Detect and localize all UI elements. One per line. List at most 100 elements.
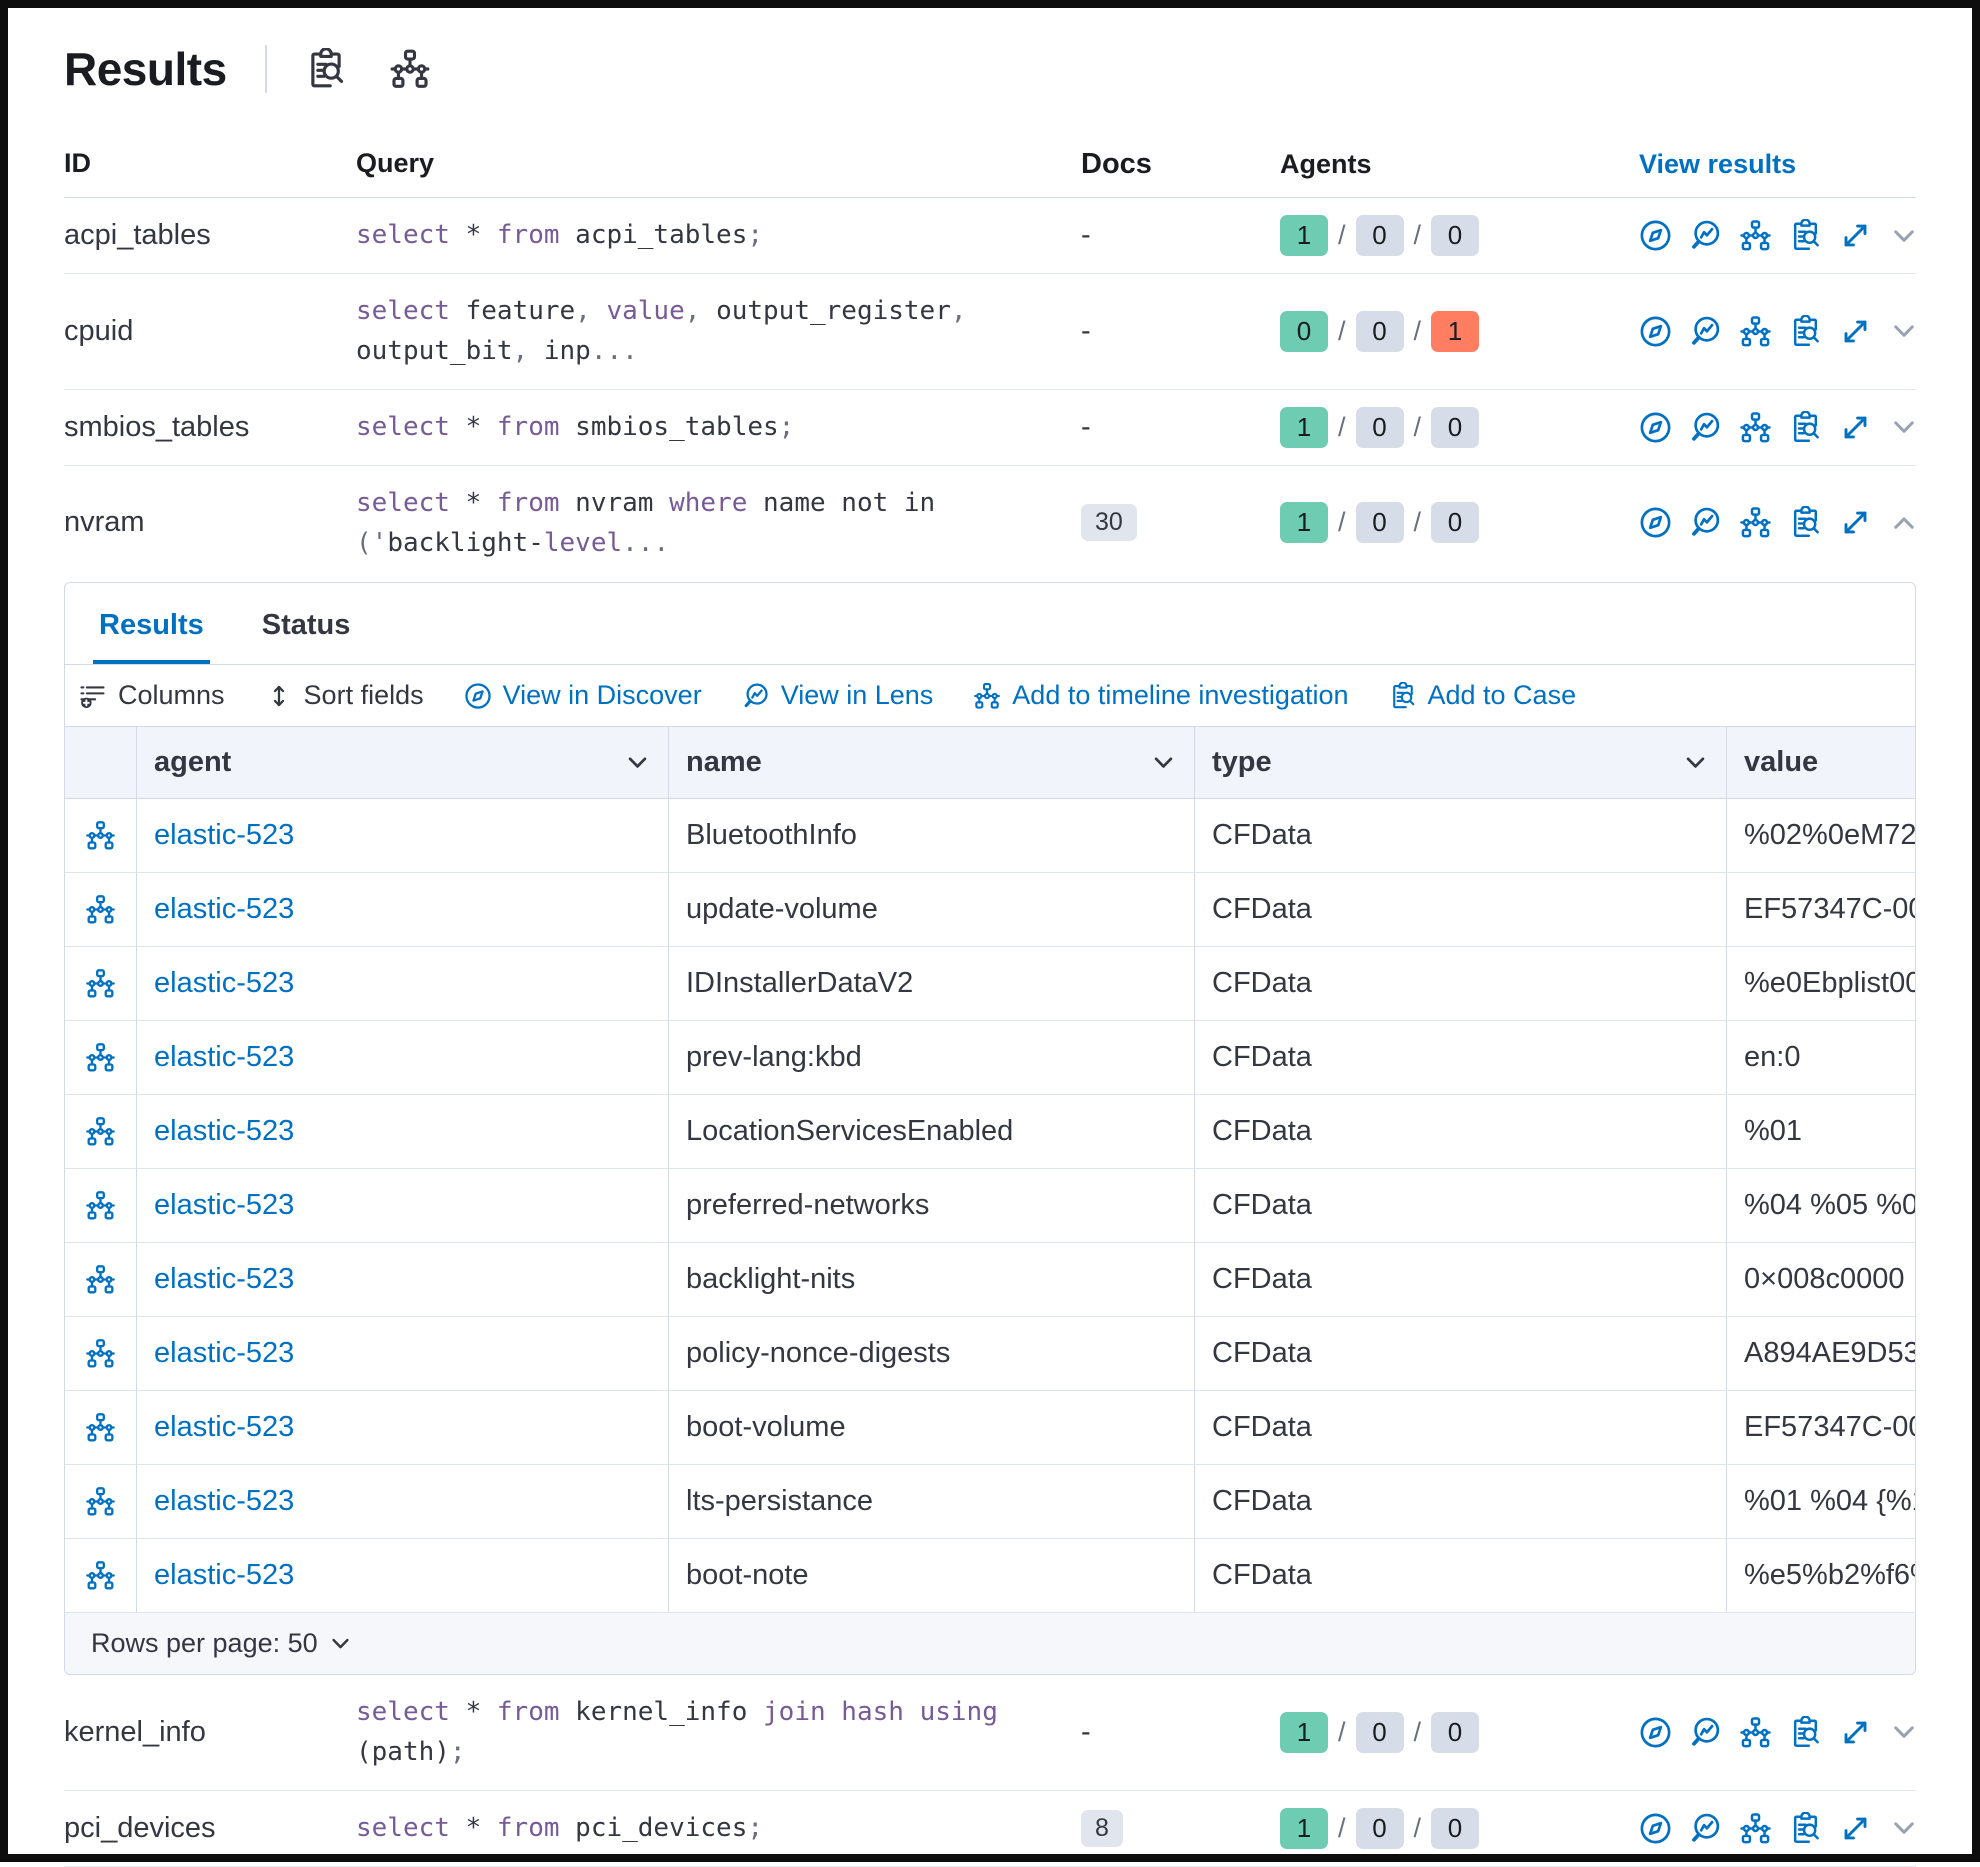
grid-column-header-agent[interactable]: agent [137, 727, 669, 799]
cell-value: %e5%b2%f6% [1744, 1559, 1915, 1592]
add-to-case-button[interactable] [1789, 506, 1822, 539]
agents-success-badge: 1 [1280, 502, 1328, 544]
agents-pending-badge: 0 [1355, 310, 1404, 352]
row-chevron-down-icon[interactable] [1889, 316, 1919, 346]
agent-link[interactable]: elastic-523 [154, 1485, 295, 1518]
expand-results-button[interactable] [1839, 315, 1872, 348]
row-details-tree-icon[interactable] [85, 1116, 116, 1147]
agent-link[interactable]: elastic-523 [154, 967, 295, 1000]
sort-fields-button[interactable]: Sort fields [265, 680, 424, 711]
add-to-timeline-button[interactable] [1739, 1812, 1772, 1845]
agent-link[interactable]: elastic-523 [154, 819, 295, 852]
agent-link[interactable]: elastic-523 [154, 1337, 295, 1370]
cell-name: LocationServicesEnabled [669, 1095, 1195, 1169]
grid-column-header-name[interactable]: name [669, 727, 1195, 799]
agent-link[interactable]: elastic-523 [154, 893, 295, 926]
expand-results-button[interactable] [1839, 219, 1872, 252]
add-to-timeline-button[interactable] [1739, 219, 1772, 252]
row-details-tree-icon[interactable] [85, 1190, 116, 1221]
view-in-lens-link[interactable]: View in Lens [742, 680, 933, 711]
view-in-lens-button[interactable] [1689, 1716, 1722, 1749]
agent-link[interactable]: elastic-523 [154, 1411, 295, 1444]
cell-type: CFData [1195, 873, 1727, 947]
add-to-timeline-button[interactable] [1739, 315, 1772, 348]
cell-value: en:0 [1744, 1041, 1801, 1074]
view-in-lens-button[interactable] [1689, 315, 1722, 348]
row-chevron-down-icon[interactable] [1889, 221, 1919, 251]
view-in-discover-button[interactable] [1639, 411, 1672, 444]
row-chevron-down-icon[interactable] [1889, 1813, 1919, 1843]
view-in-lens-button[interactable] [1689, 219, 1722, 252]
agent-link[interactable]: elastic-523 [154, 1559, 295, 1592]
timeline-icon[interactable] [389, 48, 431, 90]
grid-column-header-value[interactable]: value [1744, 746, 1819, 779]
agent-link[interactable]: elastic-523 [154, 1263, 295, 1296]
page-title: Results [64, 43, 227, 95]
add-to-case-button[interactable] [1789, 1812, 1822, 1845]
row-chevron-up-icon[interactable] [1889, 508, 1919, 538]
view-in-discover-button[interactable] [1639, 315, 1672, 348]
view-in-discover-link[interactable]: View in Discover [464, 680, 702, 711]
rows-per-page-button[interactable]: Rows per page: 50 [91, 1628, 353, 1659]
cell-value: %02%0eM720 [1744, 819, 1915, 852]
add-to-case-button[interactable] [1789, 315, 1822, 348]
inspect-queries-icon[interactable] [305, 48, 347, 90]
expand-results-button[interactable] [1839, 1716, 1872, 1749]
view-in-discover-button[interactable] [1639, 506, 1672, 539]
add-to-timeline-link[interactable]: Add to timeline investigation [973, 680, 1349, 711]
expand-results-button[interactable] [1839, 506, 1872, 539]
tab-results[interactable]: Results [93, 609, 210, 665]
query-sql: select * from nvram where name not in ('… [356, 487, 936, 558]
row-details-tree-icon[interactable] [85, 1412, 116, 1443]
view-in-lens-button[interactable] [1689, 411, 1722, 444]
agents-status: 1/0/0 [1266, 215, 1621, 256]
row-details-tree-icon[interactable] [85, 894, 116, 925]
cell-name: lts-persistance [669, 1465, 1195, 1539]
add-to-case-button[interactable] [1789, 1716, 1822, 1749]
view-in-discover-button[interactable] [1639, 1716, 1672, 1749]
expand-results-button[interactable] [1839, 411, 1872, 444]
cell-type: CFData [1195, 1391, 1727, 1465]
view-in-discover-button[interactable] [1639, 219, 1672, 252]
row-details-tree-icon[interactable] [85, 1486, 116, 1517]
view-in-discover-button[interactable] [1639, 1812, 1672, 1845]
grid-row: elastic-523 boot-volume CFData EF57347C-… [65, 1391, 1915, 1466]
docs-count: - [1081, 219, 1091, 251]
agents-success-badge: 1 [1280, 1807, 1328, 1849]
add-to-timeline-button[interactable] [1739, 506, 1772, 539]
row-details-tree-icon[interactable] [85, 1264, 116, 1295]
add-to-timeline-button[interactable] [1739, 411, 1772, 444]
row-details-tree-icon[interactable] [85, 968, 116, 999]
columns-button[interactable]: Columns [79, 680, 225, 711]
row-details-tree-icon[interactable] [85, 1560, 116, 1591]
cell-type: CFData [1195, 799, 1727, 873]
query-row-smbios-tables: smbios_tables select * from smbios_table… [64, 390, 1916, 466]
cell-type: CFData [1195, 1465, 1727, 1539]
cell-name: preferred-networks [669, 1169, 1195, 1243]
agents-pending-badge: 0 [1355, 502, 1404, 544]
agents-failed-badge: 1 [1431, 310, 1480, 352]
view-in-lens-button[interactable] [1689, 506, 1722, 539]
view-in-lens-button[interactable] [1689, 1812, 1722, 1845]
add-to-case-link[interactable]: Add to Case [1389, 680, 1576, 711]
tab-status[interactable]: Status [256, 609, 357, 664]
grid-column-header-type[interactable]: type [1195, 727, 1727, 799]
grid-header-row: agent name type value [65, 726, 1915, 800]
chevron-down-icon [1150, 749, 1177, 776]
agents-status: 1/0/0 [1266, 406, 1621, 448]
row-details-tree-icon[interactable] [85, 1042, 116, 1073]
agent-link[interactable]: elastic-523 [154, 1189, 295, 1222]
row-chevron-down-icon[interactable] [1889, 1717, 1919, 1747]
add-to-case-button[interactable] [1789, 219, 1822, 252]
agent-link[interactable]: elastic-523 [154, 1115, 295, 1148]
agents-failed-badge: 0 [1431, 502, 1480, 544]
agent-link[interactable]: elastic-523 [154, 1041, 295, 1074]
add-to-case-button[interactable] [1789, 411, 1822, 444]
row-details-tree-icon[interactable] [85, 1338, 116, 1369]
cell-name: update-volume [669, 873, 1195, 947]
cell-name: boot-volume [669, 1391, 1195, 1465]
add-to-timeline-button[interactable] [1739, 1716, 1772, 1749]
expand-results-button[interactable] [1839, 1812, 1872, 1845]
row-chevron-down-icon[interactable] [1889, 412, 1919, 442]
row-details-tree-icon[interactable] [85, 820, 116, 851]
